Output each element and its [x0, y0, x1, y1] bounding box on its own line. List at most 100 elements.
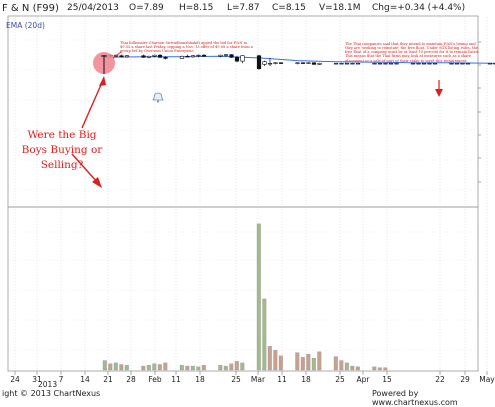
volume-bar: [295, 352, 300, 371]
volume-bar: [152, 363, 157, 371]
candle-body: [234, 57, 240, 62]
volume-bar: [113, 362, 118, 371]
volume-bar: [185, 365, 190, 371]
x-tick-label: 28: [126, 375, 136, 384]
candle-body: [317, 62, 322, 65]
candle-body: [344, 62, 350, 65]
candle-body: [295, 62, 300, 64]
volume-bar: [141, 365, 146, 371]
candle: [262, 60, 267, 66]
volume-bar: [311, 357, 316, 371]
volume-bar: [146, 365, 151, 371]
volume-bar: [124, 365, 129, 371]
candle: [317, 62, 322, 65]
candle-body: [119, 55, 124, 58]
candle: [256, 54, 262, 70]
volume-bar: [350, 365, 355, 371]
candle-body: [388, 62, 394, 65]
question-annotation: Were the Big Boys Buying or Selling?: [21, 129, 103, 171]
candle: [229, 54, 234, 58]
candle-body: [487, 62, 493, 65]
x-tick-label: 21: [103, 375, 113, 384]
x-tick-label: 14: [80, 375, 90, 384]
candle-body: [339, 62, 344, 65]
chart-title: F & N (F99): [2, 3, 59, 14]
volume-bar: [223, 365, 228, 371]
candle: [300, 62, 306, 64]
candle: [240, 55, 245, 64]
x-tick-label: 15: [382, 375, 392, 384]
grid: [9, 17, 488, 370]
ema-line: [104, 55, 495, 64]
candle-body: [421, 62, 427, 65]
arrow-head-up: [99, 76, 106, 86]
volume-bar: [267, 346, 272, 371]
candle-body: [460, 62, 465, 65]
candle-body: [493, 62, 495, 65]
candle-body: [196, 54, 201, 57]
candle-body: [152, 54, 157, 57]
candle: [333, 62, 339, 65]
candle: [163, 56, 168, 60]
ema-line-path: [104, 55, 495, 64]
volume-bar: [262, 298, 267, 371]
volume-bar: [339, 360, 344, 371]
volume-bar: [317, 351, 322, 371]
right-annotation-note: The Thai companies said that they intend…: [345, 42, 480, 63]
candle-body: [146, 55, 152, 58]
candle: [201, 54, 207, 57]
volume-bar: [377, 367, 382, 371]
volume-bars: [102, 223, 388, 371]
candle: [339, 62, 344, 65]
candle: [234, 55, 240, 63]
candle-body: [300, 62, 306, 64]
x-tick-label: 24: [10, 375, 20, 384]
candle: [157, 54, 163, 58]
volume-readout: V=18.1M: [319, 3, 361, 13]
volume-bar: [300, 357, 305, 371]
candle-body: [454, 62, 460, 65]
candle-body: [179, 55, 185, 59]
volume-bar: [273, 350, 278, 371]
volume-bar: [190, 365, 195, 371]
volume-bar: [372, 366, 377, 371]
left-annotation-note: Thai billionaire Charoen Sirivadhanabhak…: [120, 41, 253, 54]
candle: [383, 62, 388, 65]
candle: [432, 62, 438, 65]
volume-bar: [355, 366, 360, 371]
right-arrow-head: [435, 89, 443, 97]
volume-bar: [108, 363, 113, 371]
candle-body: [256, 55, 262, 70]
candle-body: [124, 55, 130, 58]
candle-body: [240, 55, 245, 62]
candle: [146, 55, 152, 59]
candle-body: [278, 62, 284, 64]
candle: [465, 62, 471, 65]
candle-body: [465, 62, 471, 65]
volume-bar: [179, 365, 184, 371]
powered-by-text: Powered by www.chartnexus.com: [372, 389, 458, 407]
candle-body: [190, 55, 196, 58]
question-arrow-up: [81, 77, 105, 129]
x-tick-label: 18: [301, 375, 311, 384]
candle: [273, 62, 278, 65]
volume-bar: [119, 364, 124, 371]
candle: [454, 62, 460, 65]
volume-bar: [256, 223, 261, 371]
candle: [350, 62, 355, 65]
candle-body: [432, 62, 438, 65]
candle: [179, 55, 185, 59]
candle-body: [394, 62, 399, 65]
question-arrow-down: [71, 153, 99, 184]
candle: [223, 54, 229, 57]
candle-body: [350, 62, 355, 65]
candle: [427, 62, 432, 65]
candle: [278, 62, 284, 64]
volume-bar: [196, 366, 201, 371]
volume-bar: [383, 367, 388, 371]
x-tick-label: 18: [195, 375, 205, 384]
candle-body: [267, 62, 273, 65]
candle: [372, 62, 377, 65]
volume-bar: [163, 362, 168, 371]
